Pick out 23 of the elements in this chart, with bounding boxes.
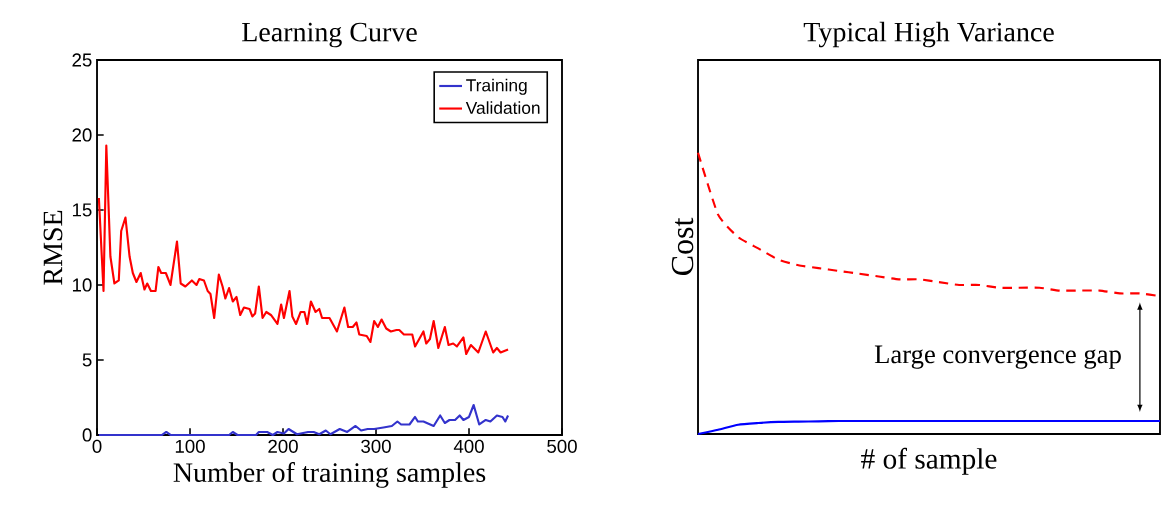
y-axis-title: RMSE xyxy=(43,210,63,285)
y-axis-title: Cost xyxy=(671,217,694,276)
y-tick-label: 25 xyxy=(72,53,92,67)
x-tick-label: 400 xyxy=(453,439,484,453)
y-tick-label: 0 xyxy=(82,428,92,442)
y-tick-label: 15 xyxy=(72,203,92,217)
legend-label: Validation xyxy=(465,101,540,114)
line-series xyxy=(97,403,510,437)
y-tick-label: 5 xyxy=(82,353,92,367)
chart-title: Learning Curve xyxy=(242,22,417,48)
y-tick-label: 10 xyxy=(72,278,92,292)
line-series xyxy=(97,144,510,356)
legend-label: Training xyxy=(466,78,527,95)
chart-title: Typical High Variance xyxy=(803,21,1054,48)
x-tick-label: 300 xyxy=(361,439,391,453)
x-axis-title: Number of training samples xyxy=(173,462,486,488)
annotation: Large convergence gap xyxy=(874,345,1121,369)
x-tick-label: 100 xyxy=(175,439,205,453)
y-tick-label: 20 xyxy=(72,128,92,142)
x-tick-label: 200 xyxy=(268,439,298,453)
x-axis-title: # of sample xyxy=(861,447,997,475)
x-tick-label: 500 xyxy=(547,439,577,453)
x-tick-label: 0 xyxy=(92,439,102,453)
